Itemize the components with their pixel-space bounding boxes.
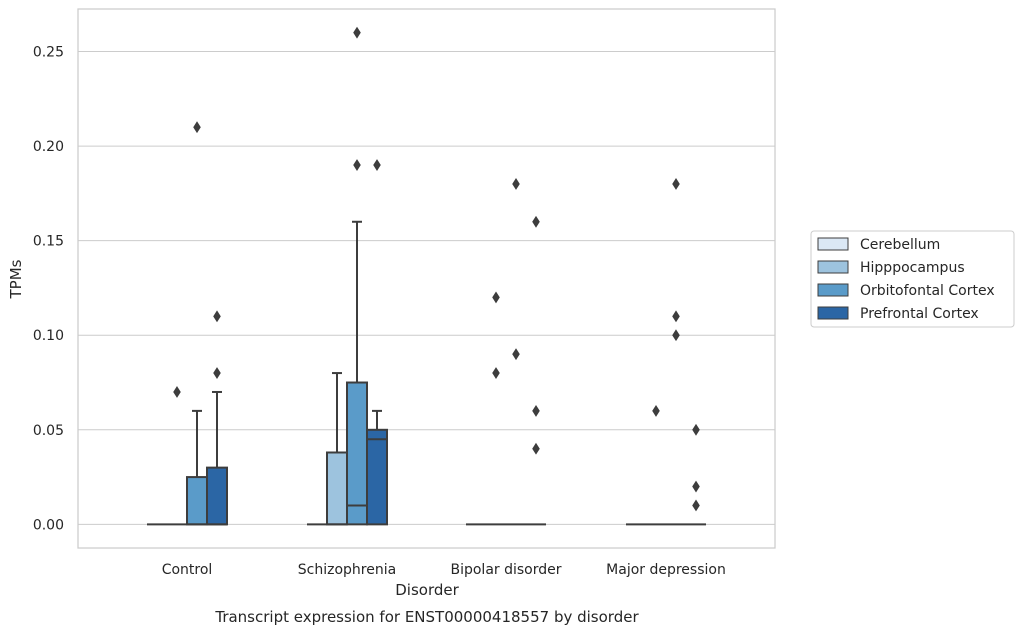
box bbox=[346, 381, 368, 526]
outlier-point bbox=[213, 367, 221, 379]
outlier-layer bbox=[173, 26, 700, 512]
outlier-point bbox=[692, 480, 700, 493]
outlier-point bbox=[373, 159, 381, 171]
outlier-point bbox=[532, 215, 540, 228]
legend-label: Orbitofontal Cortex bbox=[860, 283, 995, 299]
y-tick-label: 0.00 bbox=[33, 517, 64, 533]
box-group bbox=[366, 409, 388, 526]
box bbox=[206, 466, 228, 526]
outlier-point bbox=[532, 404, 540, 417]
y-tick-label: 0.10 bbox=[33, 328, 64, 344]
box-group bbox=[186, 409, 208, 526]
outlier-point bbox=[353, 26, 361, 39]
outlier-point bbox=[512, 178, 520, 190]
legend-swatch bbox=[817, 237, 849, 251]
outlier-point bbox=[213, 310, 221, 323]
box-group bbox=[346, 220, 368, 526]
axis-layer: 0.00 0.05 0.10 0.15 0.20 0.25 Control Schizophr… bbox=[33, 45, 726, 578]
box-layer bbox=[147, 220, 706, 526]
outlier-point bbox=[672, 310, 680, 323]
legend-frame bbox=[810, 230, 1015, 328]
outlier-point bbox=[532, 442, 540, 455]
legend: Cerebellum Hipppocampus Orbitofontal Corte… bbox=[810, 230, 1015, 328]
plot-frame bbox=[77, 8, 776, 549]
outlier-point bbox=[672, 329, 680, 342]
x-tick-label: Bipolar disorder bbox=[450, 562, 561, 578]
y-tick-label: 0.15 bbox=[33, 234, 64, 250]
legend-label: Prefrontal Cortex bbox=[860, 306, 979, 322]
box bbox=[186, 476, 208, 526]
outlier-point bbox=[692, 499, 700, 512]
box-group bbox=[206, 390, 228, 526]
outlier-point bbox=[692, 423, 700, 436]
outlier-point bbox=[672, 178, 680, 190]
y-tick-label: 0.20 bbox=[33, 139, 64, 155]
y-tick-label: 0.25 bbox=[33, 45, 64, 61]
x-tick-label: Major depression bbox=[606, 562, 726, 578]
x-tick-label: Control bbox=[162, 562, 213, 578]
x-tick-label: Schizophrenia bbox=[298, 562, 396, 578]
outlier-point bbox=[652, 404, 660, 417]
outlier-point bbox=[193, 121, 201, 134]
legend-swatch bbox=[817, 306, 849, 320]
chart-caption: Transcript expression for ENST0000041855… bbox=[214, 608, 639, 626]
box-group bbox=[326, 372, 348, 526]
legend-swatch bbox=[817, 283, 849, 297]
y-tick-label: 0.05 bbox=[33, 423, 64, 439]
legend-items: Cerebellum Hipppocampus Orbitofontal Corte… bbox=[817, 237, 995, 322]
outlier-point bbox=[492, 367, 500, 379]
outlier-point bbox=[353, 159, 361, 171]
y-axis-label: TPMs bbox=[7, 259, 25, 299]
x-axis-label: Disorder bbox=[395, 581, 459, 599]
outlier-point bbox=[173, 386, 181, 398]
legend-swatch bbox=[817, 260, 849, 274]
outlier-point bbox=[492, 291, 500, 304]
grid-layer bbox=[78, 51, 775, 525]
legend-label: Hipppocampus bbox=[860, 260, 965, 276]
legend-label: Cerebellum bbox=[860, 237, 940, 253]
box bbox=[326, 451, 348, 526]
outlier-point bbox=[512, 348, 520, 361]
box bbox=[366, 428, 388, 526]
